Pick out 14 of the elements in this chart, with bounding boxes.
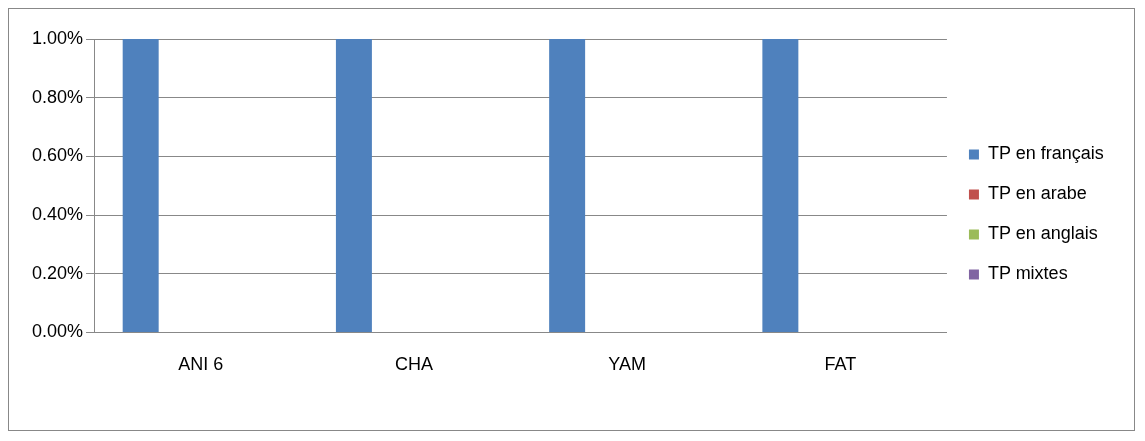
y-tick-label: 0.60% <box>31 145 84 166</box>
x-tick-label: YAM <box>608 354 646 375</box>
y-tick-label: 0.00% <box>31 321 84 342</box>
legend-label: TP mixtes <box>987 263 1068 284</box>
y-tick-label: 0.20% <box>31 262 84 283</box>
legend-label: TP en anglais <box>987 223 1098 244</box>
y-tick-label: 1.00% <box>31 27 84 48</box>
x-tick-label: ANI 6 <box>178 354 224 375</box>
legend-label: TP en français <box>987 143 1104 164</box>
x-tick-label: FAT <box>824 354 857 375</box>
y-tick-label: 0.80% <box>31 86 84 107</box>
y-tick-label: 0.40% <box>31 204 84 225</box>
x-tick-label: CHA <box>394 354 433 375</box>
legend-label: TP en arabe <box>987 183 1087 204</box>
